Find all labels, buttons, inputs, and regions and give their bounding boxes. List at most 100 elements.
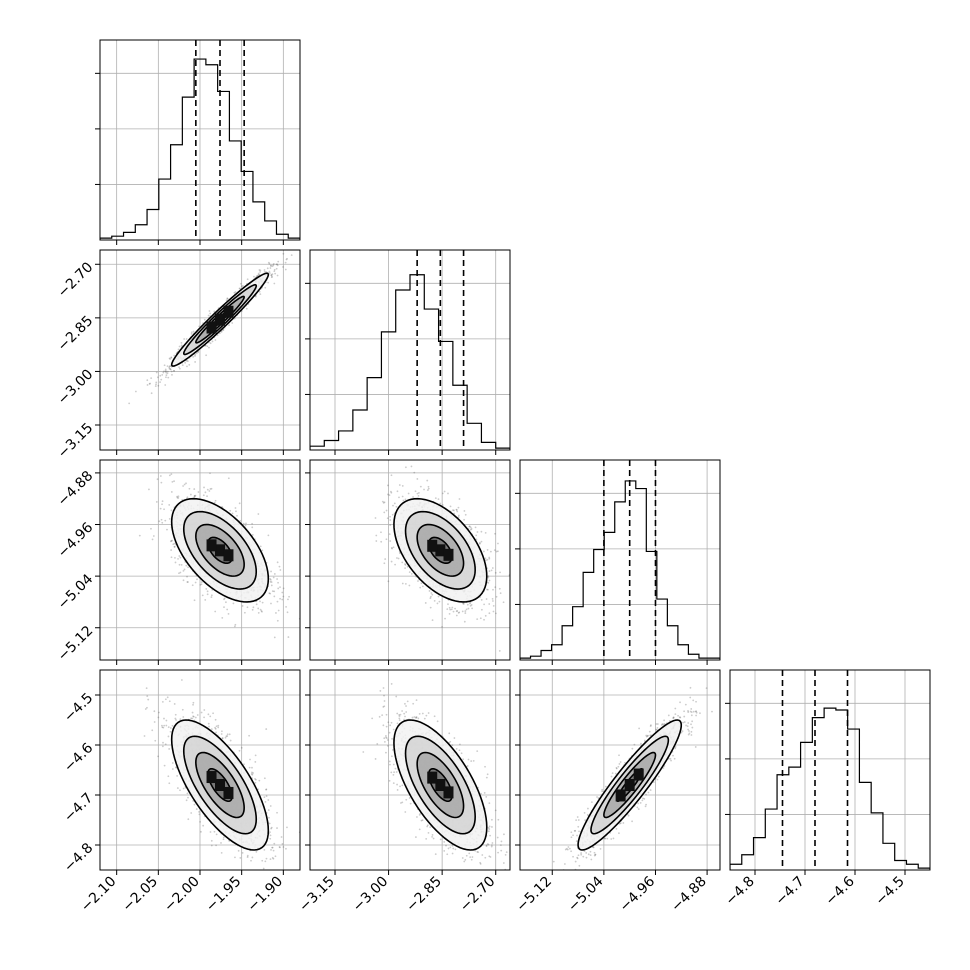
sample-point — [539, 625, 541, 627]
sample-point — [268, 592, 271, 595]
sample-point — [410, 465, 413, 468]
sample-point — [196, 578, 198, 581]
sample-point — [417, 494, 420, 497]
sample-point — [180, 344, 183, 347]
sample-point — [261, 549, 264, 552]
sample-point — [431, 593, 434, 596]
sample-point — [153, 721, 156, 723]
sample-point — [185, 482, 187, 485]
sample-point — [443, 490, 446, 493]
sample-point — [271, 265, 274, 268]
sample-point — [259, 271, 261, 273]
sample-point — [276, 578, 278, 580]
sample-point — [205, 588, 208, 590]
panel-frame — [309, 459, 511, 661]
sample-point — [463, 620, 466, 623]
sample-point — [229, 509, 232, 512]
sample-point — [479, 542, 481, 545]
sample-point — [404, 582, 407, 585]
density-peak — [223, 549, 234, 562]
sample-point — [182, 569, 185, 572]
sample-point — [457, 612, 460, 614]
sample-point — [251, 766, 253, 769]
density-peak — [223, 305, 234, 318]
sample-point — [446, 608, 449, 610]
sample-point — [226, 608, 229, 611]
sample-point — [452, 509, 454, 512]
sample-point — [186, 496, 189, 499]
sample-point — [206, 593, 209, 596]
sample-point — [456, 510, 459, 513]
sample-point — [165, 370, 167, 373]
sample-point — [163, 370, 165, 373]
sample-point — [197, 491, 200, 493]
sample-point — [193, 496, 196, 499]
sample-point — [251, 526, 254, 529]
sample-point — [208, 490, 211, 492]
sample-point — [488, 570, 491, 572]
sample-point — [242, 522, 245, 525]
y-tick-label: −3.00 — [55, 366, 97, 408]
sample-point — [268, 262, 271, 265]
sample-point — [188, 487, 191, 490]
sample-point — [244, 524, 247, 527]
sample-point — [404, 564, 407, 566]
sample-point — [426, 479, 429, 482]
sample-point — [474, 526, 477, 529]
sample-point — [156, 376, 159, 379]
sample-point — [179, 571, 182, 574]
sample-point — [269, 264, 272, 267]
sample-point — [166, 528, 168, 531]
sample-point — [388, 533, 391, 536]
sample-point — [470, 603, 473, 606]
sample-point — [497, 550, 499, 553]
sample-point — [173, 480, 175, 483]
sample-point — [170, 549, 173, 551]
sample-point — [252, 606, 255, 609]
sample-point — [475, 538, 478, 541]
sample-point — [278, 565, 281, 568]
sample-point — [486, 558, 489, 561]
sample-point — [209, 472, 211, 475]
density-peak — [435, 544, 446, 557]
sample-point — [164, 519, 167, 522]
sample-point — [220, 733, 223, 735]
sample-point — [494, 532, 496, 535]
sample-point — [200, 830, 202, 833]
sample-point — [165, 719, 168, 722]
sample-point — [450, 608, 453, 611]
sample-point — [281, 598, 284, 601]
sample-point — [383, 562, 386, 565]
sample-point — [163, 364, 166, 367]
sample-point — [178, 367, 181, 370]
sample-point — [271, 273, 274, 276]
sample-point — [226, 297, 229, 300]
sample-point — [391, 513, 394, 516]
sample-point — [190, 332, 193, 335]
sample-point — [290, 254, 293, 257]
sample-point — [155, 371, 158, 374]
sample-point — [220, 330, 223, 333]
sample-point — [252, 772, 254, 774]
sample-point — [386, 484, 389, 487]
sample-point — [246, 278, 249, 281]
sample-point — [240, 285, 243, 288]
sample-point — [161, 726, 164, 729]
density-peak — [206, 321, 217, 334]
sample-point — [256, 274, 259, 277]
sample-point — [390, 474, 393, 477]
sample-point — [201, 594, 204, 597]
sample-point — [284, 268, 287, 271]
sample-point — [494, 612, 497, 615]
sample-point — [180, 341, 183, 344]
sample-point — [134, 390, 137, 393]
sample-point — [209, 488, 212, 490]
sample-point — [261, 601, 264, 604]
sample-point — [466, 603, 469, 606]
sample-point — [253, 275, 255, 278]
sample-point — [469, 604, 472, 607]
sample-point — [487, 588, 489, 591]
sample-point — [277, 609, 280, 612]
sample-point — [237, 849, 240, 852]
sample-point — [234, 623, 237, 626]
